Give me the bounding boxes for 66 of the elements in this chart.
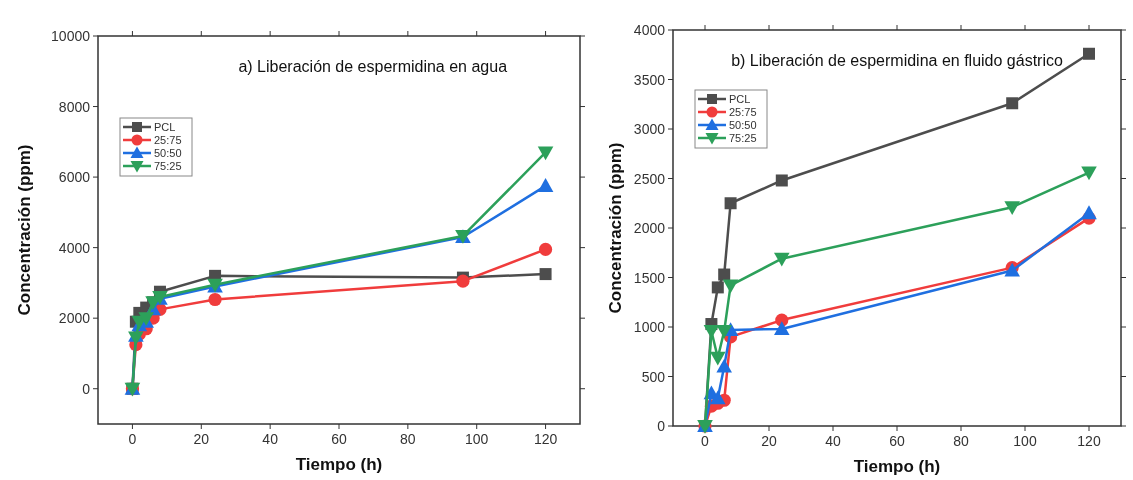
x-tick-label: 0	[701, 433, 710, 449]
legend-label: 25:75	[729, 106, 757, 118]
point	[775, 174, 788, 187]
x-tick-label: 80	[400, 431, 416, 447]
y-tick-label: 3500	[633, 71, 666, 88]
y-tick-label: 0	[82, 380, 91, 397]
point	[1083, 47, 1095, 60]
legend-label: 75:25	[154, 160, 182, 172]
legend-label: 25:75	[154, 134, 182, 146]
point	[716, 358, 732, 373]
legend-label: 75:25	[729, 132, 757, 144]
point	[538, 242, 553, 256]
legend-label: PCL	[729, 93, 751, 105]
point	[1004, 201, 1020, 216]
point	[722, 279, 739, 294]
x-tick-label: 100	[1013, 433, 1037, 449]
point	[710, 351, 726, 366]
point	[537, 178, 554, 192]
y-tick-label: 3000	[633, 121, 666, 137]
point	[711, 281, 724, 294]
y-tick-label: 2500	[633, 170, 666, 187]
x-axis-title: Tiempo (h)	[853, 457, 941, 476]
point	[1081, 166, 1097, 181]
y-tick-label: 1500	[633, 269, 666, 286]
y-tick-label: 4000	[633, 22, 666, 38]
y-axis-title: Concentración (ppm)	[15, 144, 34, 316]
point	[1081, 205, 1097, 220]
x-tick-label: 120	[1077, 433, 1101, 449]
legend-label: 50:50	[729, 119, 757, 131]
x-tick-label: 100	[465, 431, 489, 447]
point	[774, 321, 790, 335]
text: b) Liberación de espermidina en fluido gástrico	[731, 52, 1063, 69]
point	[537, 146, 554, 161]
point	[716, 324, 732, 339]
x-tick-label: 20	[761, 433, 777, 449]
point	[1006, 97, 1019, 110]
x-tick-label: 40	[825, 433, 841, 449]
point	[128, 331, 144, 346]
y-tick-label: 4000	[58, 239, 91, 256]
y-axis-title: Concentración (ppm)	[606, 142, 625, 314]
x-tick-label: 60	[889, 433, 905, 449]
x-tick-label: 120	[533, 431, 558, 447]
y-tick-label: 2000	[633, 220, 666, 236]
y-tick-label: 6000	[58, 169, 91, 186]
x-axis-title: Tiempo (h)	[295, 455, 383, 474]
x-tick-label: 80	[953, 433, 969, 449]
x-tick-label: 0	[128, 431, 137, 447]
y-tick-label: 1000	[633, 319, 666, 335]
point	[456, 274, 470, 288]
y-tick-label: 8000	[58, 98, 91, 115]
point	[774, 252, 790, 267]
text: a) Liberación de espermidina en agua	[238, 58, 508, 75]
y-tick-label: 500	[641, 368, 666, 385]
point	[710, 390, 726, 405]
legend-label: 50:50	[154, 147, 182, 159]
x-tick-label: 60	[331, 431, 347, 447]
point	[539, 268, 552, 281]
point	[718, 268, 731, 281]
x-tick-label: 20	[193, 431, 210, 447]
y-tick-label: 10000	[51, 28, 91, 44]
x-tick-label: 40	[262, 431, 279, 447]
legend-label: PCL	[154, 121, 176, 133]
y-tick-label: 0	[657, 418, 666, 434]
y-tick-label: 2000	[58, 310, 91, 327]
point	[208, 292, 222, 307]
point	[724, 197, 737, 210]
